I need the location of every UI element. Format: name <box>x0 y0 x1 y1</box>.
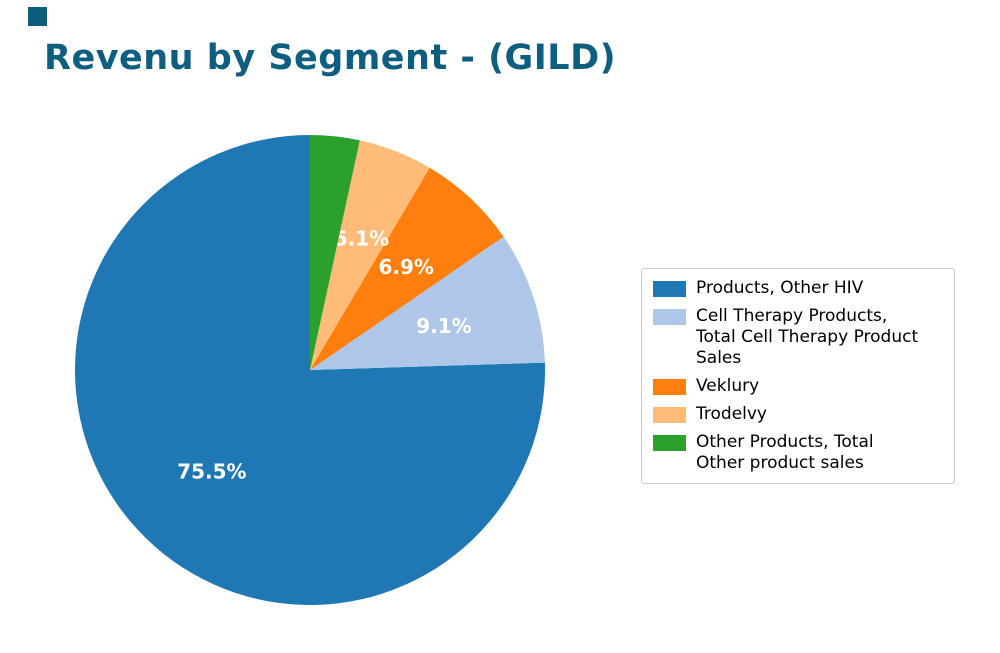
legend-item-3: Trodelvy <box>653 404 943 425</box>
legend-swatch-2 <box>653 379 686 395</box>
pie-pct-label-3: 5.1% <box>334 227 389 251</box>
chart-title: Revenu by Segment - (GILD) <box>44 38 617 78</box>
pie-chart: 75.5% 9.1% 6.9% 5.1% <box>75 135 545 605</box>
corner-square-decoration <box>28 7 47 26</box>
legend-label-0: Products, Other HIV <box>696 278 864 298</box>
legend-item-2: Veklury <box>653 376 943 397</box>
pie-slice-2 <box>310 167 504 370</box>
legend-swatch-0 <box>653 281 686 297</box>
pie-pct-label-1: 9.1% <box>416 314 471 338</box>
legend-swatch-3 <box>653 407 686 423</box>
legend-label-1: Cell Therapy Products, Total Cell Therap… <box>696 306 919 368</box>
legend-item-4: Other Products, Total Other product sale… <box>653 432 943 474</box>
legend-swatch-4 <box>653 435 686 451</box>
legend-label-3: Trodelvy <box>696 404 767 424</box>
legend-label-2: Veklury <box>696 376 760 396</box>
legend-item-0: Products, Other HIV <box>653 278 943 299</box>
pie-pct-label-0: 75.5% <box>177 459 246 483</box>
legend-label-4: Other Products, Total Other product sale… <box>696 432 874 473</box>
pie-slice-3 <box>310 140 430 370</box>
legend-item-1: Cell Therapy Products, Total Cell Therap… <box>653 306 943 369</box>
pie-slice-0 <box>75 135 545 605</box>
pie-slice-1 <box>310 236 545 370</box>
pie-pct-label-2: 6.9% <box>378 255 433 279</box>
legend: Products, Other HIV Cell Therapy Products… <box>641 268 955 484</box>
pie-slice-4 <box>310 135 360 370</box>
legend-swatch-1 <box>653 309 686 325</box>
